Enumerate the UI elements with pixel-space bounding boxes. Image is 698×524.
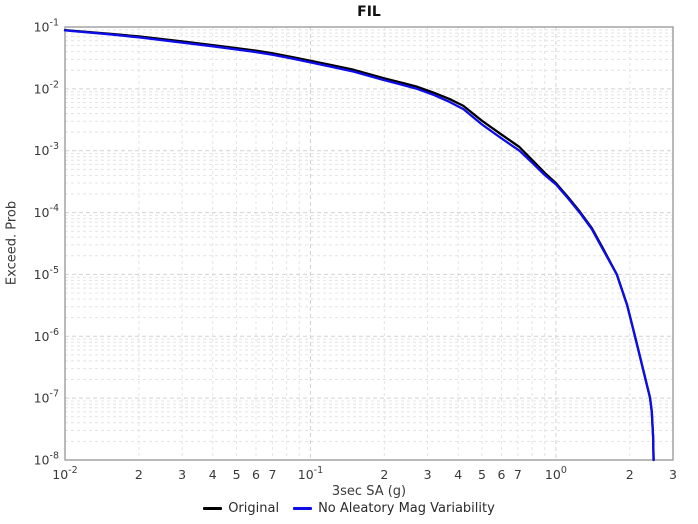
x-tick-label: 4 (454, 467, 462, 482)
y-tick-label: 10-8 (34, 451, 59, 468)
legend: Original No Aleatory Mag Variability (0, 501, 698, 516)
x-tick-label: 5 (233, 467, 241, 482)
y-tick-label: 10-3 (34, 141, 59, 158)
y-tick-label: 10-1 (34, 18, 59, 35)
x-tick-label: 7 (268, 467, 276, 482)
y-tick-label: 10-7 (34, 389, 59, 406)
x-tick-label: 5 (478, 467, 486, 482)
y-tick-label: 10-2 (34, 79, 59, 96)
y-tick-label: 10-5 (34, 265, 59, 282)
y-tick-label: 10-6 (34, 327, 59, 344)
x-tick-label: 6 (252, 467, 260, 482)
x-tick-label: 2 (380, 467, 388, 482)
legend-swatch-no-aleatory-line (293, 507, 313, 510)
x-tick-label: 3 (669, 467, 677, 482)
legend-item-original: Original (203, 501, 279, 516)
x-tick-label: 10-2 (52, 465, 77, 482)
x-tick-label: 2 (626, 467, 634, 482)
legend-item-no-aleatory-mag-variability: No Aleatory Mag Variability (293, 501, 495, 516)
x-tick-label: 100 (545, 465, 567, 482)
x-tick-label: 6 (497, 467, 505, 482)
x-tick-label: 3 (424, 467, 432, 482)
x-tick-label: 10-1 (298, 465, 323, 482)
plot-border (64, 26, 674, 461)
x-tick-label: 3 (178, 467, 186, 482)
legend-label-no-aleatory: No Aleatory Mag Variability (318, 501, 495, 516)
x-tick-label: 4 (209, 467, 217, 482)
y-axis-label: Exceed. Prob (4, 200, 20, 286)
x-axis-label: 3sec SA (g) (331, 484, 407, 499)
x-tick-label: 2 (135, 467, 143, 482)
series-line-no-aleatory-mag-variability (63, 29, 655, 462)
legend-label-original: Original (228, 501, 280, 516)
legend-swatch-original-line (203, 507, 223, 510)
chart-title: FIL (357, 4, 381, 20)
y-tick-label: 10-4 (34, 203, 59, 220)
x-tick-label: 7 (514, 467, 522, 482)
